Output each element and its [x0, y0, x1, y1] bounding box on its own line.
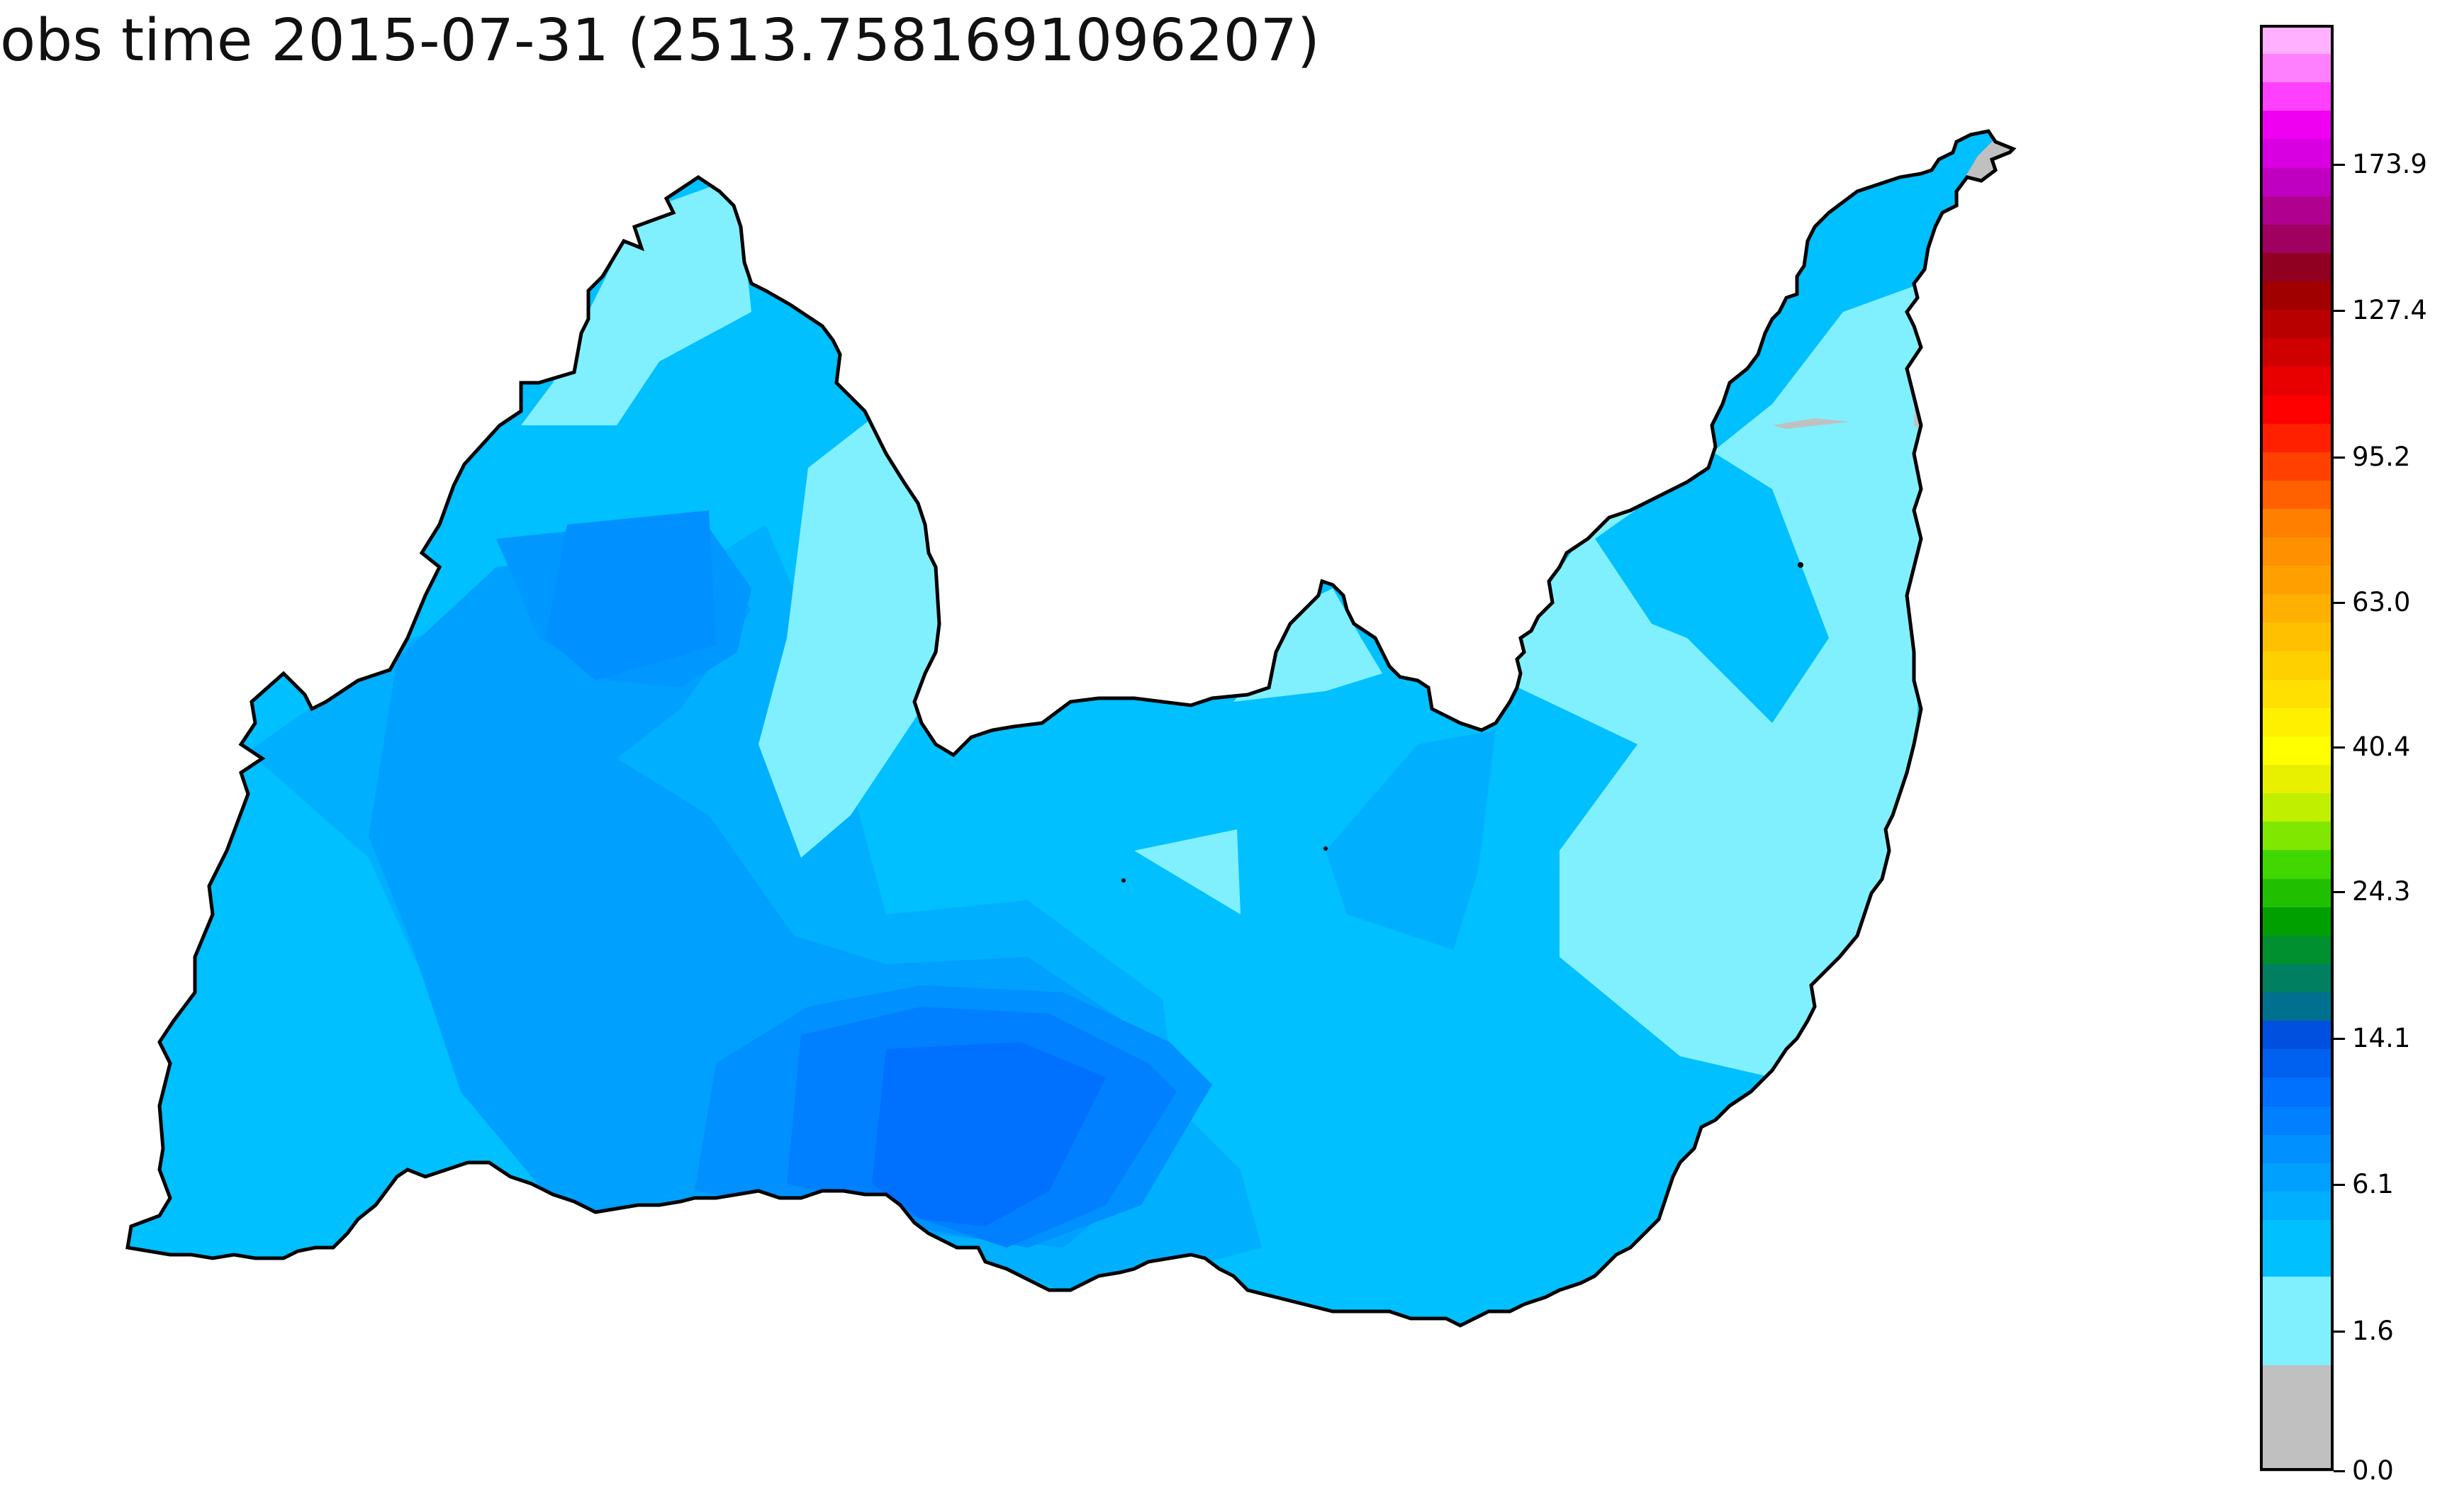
colorbar-tick-mark: [2334, 1331, 2345, 1333]
colorbar-tick-label: 6.1: [2352, 1169, 2394, 1199]
colorbar-tick-mark: [2334, 1470, 2345, 1472]
colorbar-segment: [2260, 394, 2334, 424]
colorbar-tick-label: 63.0: [2352, 587, 2411, 617]
colorbar-segment: [2260, 195, 2334, 225]
colorbar-segment: [2260, 1020, 2334, 1050]
colorbar-segment: [2260, 508, 2334, 538]
colorbar-segment: [2260, 906, 2334, 936]
colorbar: [2260, 25, 2334, 1472]
colorbar-segment: [2260, 167, 2334, 196]
north-rain-core: [546, 510, 716, 681]
rainfall-map: [0, 0, 2254, 1512]
colorbar-tick-mark: [2334, 1038, 2345, 1040]
colorbar-segment: [2260, 451, 2334, 481]
colorbar-tick-label: 40.4: [2352, 732, 2411, 762]
colorbar-tick-mark: [2334, 310, 2345, 312]
colorbar-segment: [2260, 281, 2334, 310]
station-dot-3: [1798, 562, 1803, 568]
colorbar-segment: [2260, 1162, 2334, 1192]
colorbar-tick-label: 127.4: [2352, 295, 2427, 325]
colorbar-segment: [2260, 793, 2334, 822]
colorbar-segment: [2260, 849, 2334, 879]
colorbar-segment: [2260, 707, 2334, 737]
colorbar-segment: [2260, 138, 2334, 168]
colorbar-segment: [2260, 735, 2334, 766]
colorbar-segment: [2260, 1133, 2334, 1163]
no-rain-sliver: [1772, 418, 1850, 429]
colorbar-segment: [2260, 537, 2334, 566]
station-dot-2: [1323, 846, 1328, 851]
light-rain-zone-northwest: [521, 177, 751, 425]
colorbar-tick-label: 0.0: [2352, 1455, 2394, 1486]
colorbar-segment: [2260, 110, 2334, 140]
colorbar-segment: [2260, 1105, 2334, 1135]
colorbar-segment: [2260, 934, 2334, 964]
colorbar-tick-mark: [2334, 746, 2345, 749]
colorbar-segment: [2260, 1190, 2334, 1220]
colorbar-tick-mark: [2334, 602, 2345, 604]
colorbar-segment: [2260, 1276, 2334, 1365]
colorbar-segment: [2260, 650, 2334, 680]
colorbar-segment: [2260, 821, 2334, 851]
colorbar-tick-mark: [2334, 164, 2345, 166]
east-rain-core: [1595, 454, 1829, 723]
colorbar-tick-label: 95.2: [2352, 442, 2411, 472]
central-rain-patch: [1326, 730, 1496, 950]
colorbar-segment: [2260, 878, 2334, 907]
colorbar-tick-label: 173.9: [2352, 149, 2427, 179]
colorbar-segment: [2260, 1077, 2334, 1107]
colorbar-segment: [2260, 593, 2334, 623]
colorbar-segment: [2260, 1365, 2334, 1472]
colorbar-segment: [2260, 223, 2334, 253]
colorbar-tick-label: 24.3: [2352, 876, 2411, 907]
colorbar-segment: [2260, 1048, 2334, 1078]
colorbar-segment: [2260, 565, 2334, 595]
colorbar-segment: [2260, 963, 2334, 993]
colorbar-tick-mark: [2334, 891, 2345, 893]
light-rain-zone-east: [1489, 284, 1928, 1077]
colorbar-segment: [2260, 309, 2334, 339]
colorbar-tick-label: 14.1: [2352, 1023, 2411, 1053]
colorbar-segment: [2260, 82, 2334, 111]
colorbar-segment: [2260, 53, 2334, 83]
colorbar-segment: [2260, 1219, 2334, 1277]
colorbar-segment: [2260, 25, 2334, 55]
colorbar-segment: [2260, 422, 2334, 452]
colorbar-segment: [2260, 678, 2334, 708]
colorbar-segment: [2260, 337, 2334, 367]
colorbar-segment: [2260, 622, 2334, 651]
light-rain-zone-central-triangle: [1134, 829, 1241, 914]
station-dot-1: [1121, 878, 1126, 883]
colorbar-tick-mark: [2334, 1184, 2345, 1186]
light-rain-zone-north-valley: [758, 418, 939, 858]
colorbar-tick-label: 1.6: [2352, 1316, 2394, 1346]
colorbar-segment: [2260, 479, 2334, 509]
map-title: obs time 2015-07-31 (2513.7581691096207): [0, 7, 1320, 74]
colorbar-segment: [2260, 764, 2334, 794]
colorbar-segment: [2260, 992, 2334, 1021]
colorbar-frame: [2260, 25, 2334, 1471]
south-rain-core: [872, 1042, 1106, 1226]
colorbar-segment: [2260, 366, 2334, 396]
colorbar-tick-mark: [2334, 457, 2345, 459]
colorbar-segment: [2260, 252, 2334, 282]
